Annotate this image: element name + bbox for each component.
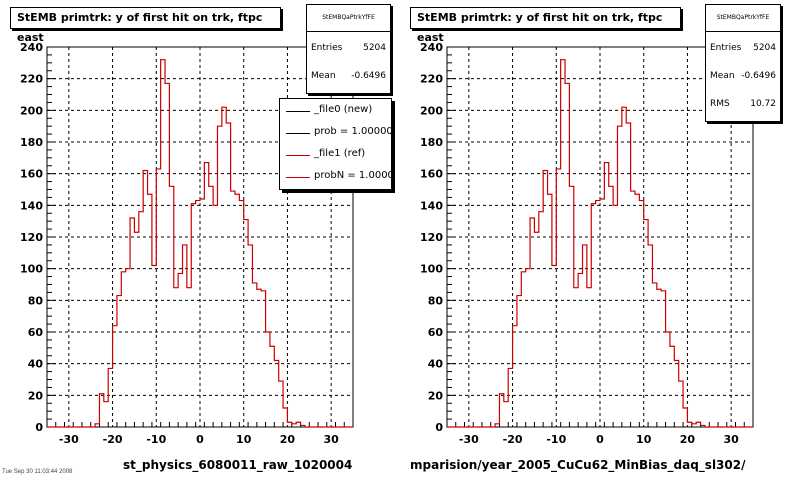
y-tick-label: 60 xyxy=(28,326,44,339)
y-tick-label: 200 xyxy=(20,104,43,117)
y-tick-label: 0 xyxy=(435,421,443,434)
x-tick-label: -30 xyxy=(59,433,79,446)
legend-entry-probn: probN = 1.000000 xyxy=(280,166,391,188)
y-tick-label: 80 xyxy=(428,294,444,307)
y-tick-label: 120 xyxy=(20,231,43,244)
right-stats-header: StEMBQaPtrkYfFE xyxy=(706,5,780,32)
x-tick-label: -30 xyxy=(459,433,479,446)
legend-label: _file1 (ref) xyxy=(314,148,366,159)
left-histogram-chart: -30 -20 -10 0 10 20 30 0 20 40 60 80 100 120 140 160 180… xyxy=(20,41,354,446)
y-tick-label: 240 xyxy=(420,41,443,54)
y-tick-label: 80 xyxy=(28,294,44,307)
histogram-series-line xyxy=(447,59,753,428)
y-tick-label: 160 xyxy=(20,168,43,181)
y-tick-label: 240 xyxy=(20,41,43,54)
legend-swatch xyxy=(286,111,310,112)
x-tick-label: -10 xyxy=(546,433,566,446)
x-tick-label: -10 xyxy=(146,433,166,446)
left-stats-entries-label: Entries xyxy=(311,43,343,53)
x-tick-label: 30 xyxy=(723,433,739,446)
x-tick-label: 20 xyxy=(680,433,696,446)
legend-swatch xyxy=(286,155,310,156)
legend-entry-file1: _file1 (ref) xyxy=(280,144,391,166)
y-tick-label: 40 xyxy=(428,358,444,371)
left-x-axis-label: st_physics_6080011_raw_1020004 xyxy=(123,458,353,472)
legend-label: _file0 (new) xyxy=(314,104,373,115)
y-tick-label: 200 xyxy=(420,104,443,117)
y-tick-label: 180 xyxy=(20,136,43,149)
x-tick-label: 30 xyxy=(323,433,339,446)
left-stats-header: StEMBQaPtrkYfFE xyxy=(307,5,390,32)
left-stats-mean-value: -0.6496 xyxy=(351,71,386,81)
y-tick-label: 220 xyxy=(420,73,443,86)
right-stats-entries-label: Entries xyxy=(710,43,742,53)
x-tick-label: -20 xyxy=(503,433,523,446)
right-x-axis-label: mparision/year_2005_CuCu62_MinBias_daq_s… xyxy=(410,458,746,472)
y-tick-label: 20 xyxy=(28,389,44,402)
y-tick-label: 60 xyxy=(428,326,444,339)
right-stats-box: StEMBQaPtrkYfFE Entries 5204 Mean -0.649… xyxy=(705,4,781,122)
left-chart-title: StEMB primtrk: y of first hit on trk, ft… xyxy=(10,7,281,44)
x-tick-label: 10 xyxy=(236,433,252,446)
right-histogram-chart: -30 -20 -10 0 10 20 30 0 20 40 60 80 100 120 140 160 180… xyxy=(420,41,754,446)
y-tick-label: 220 xyxy=(20,73,43,86)
legend-label: probN = 1.000000 xyxy=(314,170,391,181)
x-tick-label: 0 xyxy=(196,433,204,446)
legend-entry-file0: _file0 (new) xyxy=(280,100,391,122)
right-stats-mean-value: -0.6496 xyxy=(741,71,776,81)
left-legend: _file0 (new) prob = 1.000000 _file1 (ref… xyxy=(279,98,392,190)
x-tick-label: -20 xyxy=(103,433,123,446)
y-tick-label: 180 xyxy=(420,136,443,149)
y-tick-label: 100 xyxy=(420,263,443,276)
right-stats-entries-value: 5204 xyxy=(753,43,776,53)
y-tick-label: 160 xyxy=(420,168,443,181)
histogram-series-line xyxy=(47,59,353,428)
y-tick-label: 140 xyxy=(420,199,443,212)
legend-swatch xyxy=(286,133,310,134)
x-tick-label: 10 xyxy=(636,433,652,446)
right-stats-rms-value: 10.72 xyxy=(750,99,776,109)
legend-label: prob = 1.000000 xyxy=(314,126,392,137)
y-tick-label: 140 xyxy=(20,199,43,212)
left-stats-entries-value: 5204 xyxy=(363,43,386,53)
legend-entry-prob: prob = 1.000000 xyxy=(280,122,391,144)
right-chart-title: StEMB primtrk: y of first hit on trk, ft… xyxy=(410,7,681,44)
y-tick-label: 20 xyxy=(428,389,444,402)
right-stats-mean-label: Mean xyxy=(710,71,735,81)
left-stats-mean-label: Mean xyxy=(311,71,336,81)
legend-swatch xyxy=(286,177,310,178)
footer-timestamp: Tue Sep 30 11:03:44 2008 xyxy=(2,469,73,475)
x-tick-label: 20 xyxy=(280,433,296,446)
right-stats-rms-label: RMS xyxy=(710,99,730,109)
x-tick-label: 0 xyxy=(596,433,604,446)
left-stats-box: StEMBQaPtrkYfFE Entries 5204 Mean -0.649… xyxy=(306,4,391,94)
y-tick-label: 120 xyxy=(420,231,443,244)
y-tick-label: 100 xyxy=(20,263,43,276)
y-tick-label: 40 xyxy=(28,358,44,371)
y-tick-label: 0 xyxy=(35,421,43,434)
